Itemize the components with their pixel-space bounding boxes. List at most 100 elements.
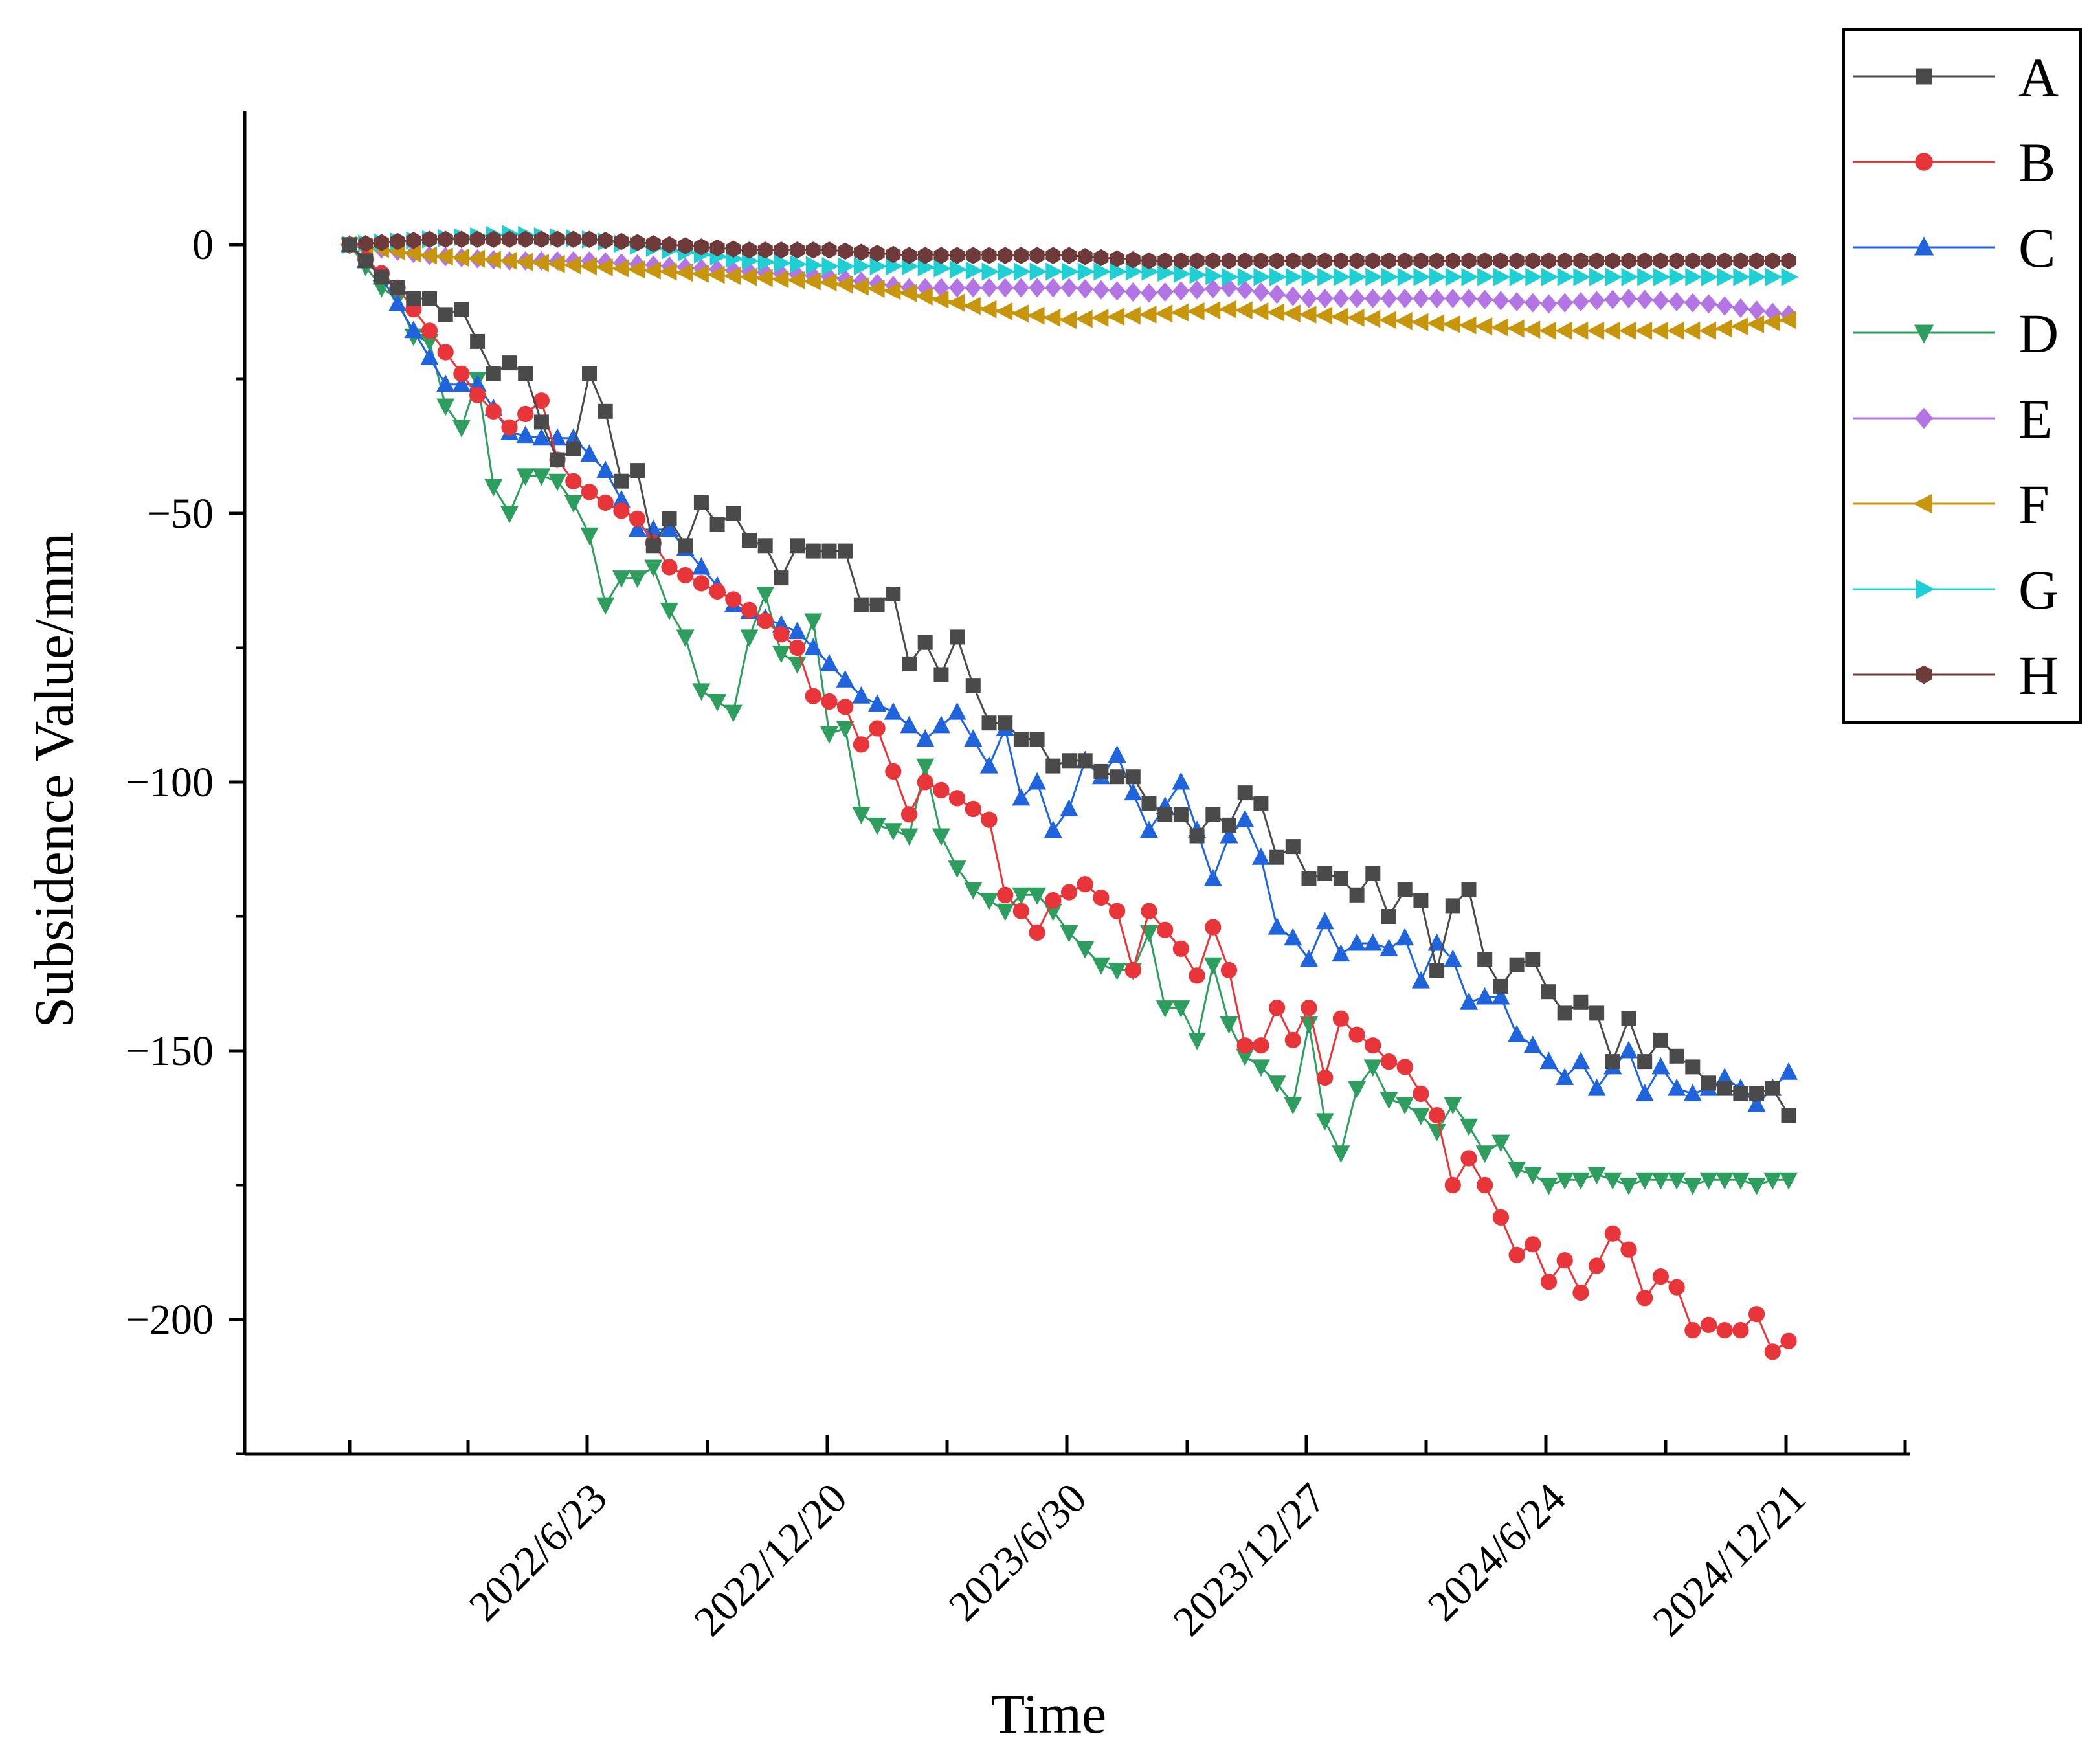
data-point-E (1348, 288, 1365, 309)
legend-label: C (2018, 217, 2055, 279)
data-point-C (852, 686, 871, 704)
data-point-F (883, 282, 901, 300)
data-point-F (755, 269, 773, 287)
data-point-C (1459, 992, 1479, 1010)
data-point-G (1605, 267, 1623, 286)
data-point-H (1541, 252, 1556, 270)
data-point-C (1108, 745, 1126, 763)
data-point-C (916, 729, 935, 747)
data-point-C (596, 460, 615, 478)
data-point-C (1779, 1062, 1798, 1080)
data-point-A (1205, 807, 1221, 822)
data-point-H (598, 232, 613, 249)
data-point-D (1076, 941, 1095, 959)
data-point-E (948, 278, 966, 298)
data-point-F (739, 267, 757, 286)
data-point-C (628, 519, 647, 537)
data-point-A (533, 414, 549, 430)
data-point-H (774, 241, 789, 259)
data-point-H (1189, 252, 1205, 270)
data-point-F (1523, 320, 1541, 339)
data-point-B (1668, 1279, 1685, 1296)
data-point-B (1477, 1176, 1493, 1194)
data-point-H (805, 241, 821, 259)
data-point-B (741, 601, 758, 619)
data-point-B (1301, 1000, 1317, 1016)
data-point-E (1268, 284, 1286, 304)
data-point-H (1077, 248, 1093, 265)
legend-item-D: D (1853, 302, 2059, 365)
data-point-A (1125, 769, 1141, 785)
data-point-B (629, 510, 646, 527)
data-point-F (1267, 303, 1285, 322)
data-point-D (1251, 1059, 1270, 1077)
data-point-E (1108, 281, 1126, 301)
data-point-C (532, 428, 551, 446)
data-point-D (1188, 1032, 1207, 1050)
data-point-G (1381, 267, 1399, 286)
data-point-H (630, 234, 645, 251)
data-point-H (1333, 252, 1348, 270)
data-point-H (1605, 252, 1620, 270)
data-point-F (499, 251, 517, 270)
data-point-A (838, 543, 853, 559)
data-point-B (1572, 1284, 1589, 1301)
data-point-E (996, 278, 1014, 298)
data-point-A (917, 635, 933, 650)
data-point-E (1604, 289, 1622, 309)
data-point-A (742, 533, 757, 548)
data-point-H (1222, 252, 1236, 270)
data-point-B (805, 688, 821, 704)
data-point-G (1733, 267, 1751, 286)
data-point-D (948, 860, 966, 879)
data-point-A (1365, 866, 1381, 881)
data-point-F (1299, 305, 1317, 324)
data-point-C (900, 715, 919, 734)
data-point-C (1651, 1057, 1670, 1075)
data-point-C (388, 293, 407, 311)
data-point-C (836, 669, 855, 688)
data-point-C (516, 425, 535, 444)
data-point-B (837, 699, 854, 715)
data-point-A (1781, 1108, 1796, 1123)
data-point-F (1666, 321, 1684, 340)
series-F (339, 235, 1796, 340)
data-point-A (1029, 732, 1045, 747)
data-point-G (1765, 267, 1783, 286)
data-point-D (1284, 1097, 1302, 1115)
data-point-H (550, 230, 565, 248)
data-point-F (627, 260, 645, 279)
data-point-C (1539, 1051, 1558, 1070)
data-point-C (420, 347, 439, 365)
data-point-B (1748, 1306, 1765, 1323)
data-point-H (757, 241, 773, 259)
data-point-H (1045, 247, 1061, 264)
data-point-H (709, 239, 725, 257)
data-point-D (820, 726, 839, 744)
data-point-C (1491, 987, 1510, 1005)
data-point-E (1652, 291, 1670, 311)
data-point-B (565, 473, 582, 489)
data-point-F (1762, 313, 1780, 331)
data-point-H (693, 238, 709, 256)
data-point-H (1589, 252, 1605, 270)
data-point-E (1316, 288, 1334, 309)
data-point-E (1365, 288, 1381, 309)
data-point-F (1570, 321, 1589, 340)
data-point-E (1156, 282, 1174, 302)
data-point-F (1219, 300, 1236, 319)
data-point-B (597, 494, 614, 511)
y-tick-label: 0 (192, 221, 214, 269)
legend-marker-D (1914, 324, 1934, 344)
data-point-F (1554, 321, 1572, 340)
data-point-H (1173, 252, 1189, 270)
data-point-B (1060, 884, 1078, 901)
data-point-D (1108, 963, 1126, 980)
legend-label: G (2018, 559, 2059, 621)
data-point-D (516, 468, 535, 486)
data-point-A (470, 333, 486, 349)
data-point-G (805, 256, 823, 275)
x-tick-label: 2023/12/27 (1164, 1474, 1335, 1645)
data-point-B (900, 806, 918, 823)
data-point-F (1635, 321, 1653, 340)
